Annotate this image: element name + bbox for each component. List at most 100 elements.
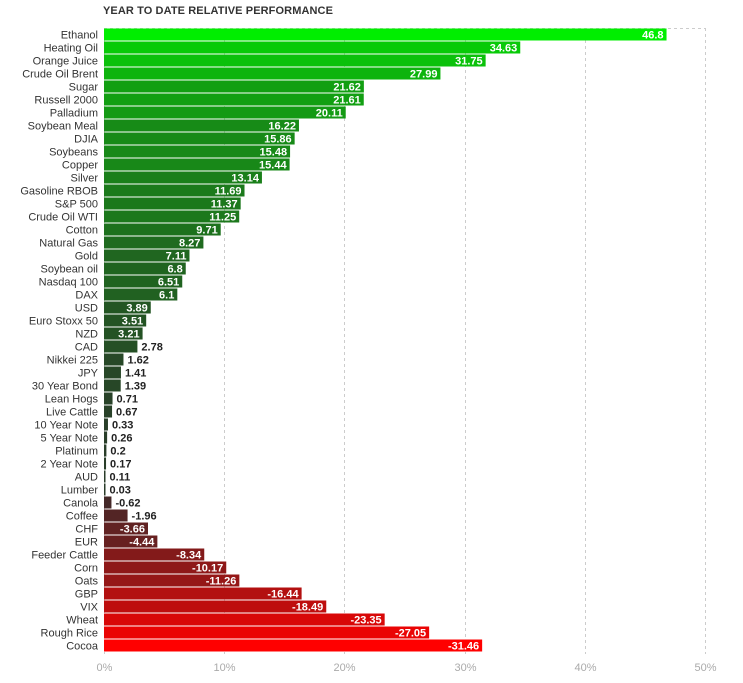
bar (104, 197, 241, 210)
category-label: Wheat (66, 615, 98, 627)
bar (104, 119, 299, 132)
bar (104, 210, 240, 223)
bar (104, 236, 204, 249)
bar (104, 483, 106, 496)
bar (104, 353, 124, 366)
data-label: -0.62 (115, 498, 140, 510)
category-label: Live Cattle (46, 407, 98, 419)
data-label: -4.44 (129, 537, 155, 549)
bar (104, 314, 147, 327)
category-label: AUD (75, 472, 98, 484)
data-label: 3.21 (118, 329, 139, 341)
category-label: Soybean Meal (28, 121, 98, 133)
bar (104, 262, 186, 275)
data-label: 34.63 (490, 43, 518, 55)
data-label: 3.51 (122, 316, 143, 328)
bar (104, 379, 121, 392)
data-label: 1.41 (125, 368, 146, 380)
category-label: Nasdaq 100 (39, 277, 98, 289)
data-label: 21.61 (333, 95, 361, 107)
data-label: -27.05 (395, 628, 426, 640)
data-label: 27.99 (410, 69, 438, 81)
bar (104, 93, 364, 106)
bar (104, 509, 128, 522)
bar (104, 54, 486, 67)
category-label: Natural Gas (39, 238, 98, 250)
bar (104, 561, 227, 574)
category-label: Russell 2000 (34, 95, 98, 107)
x-tick-label: 40% (574, 662, 596, 674)
x-tick-label: 50% (694, 662, 716, 674)
data-label: 0.11 (110, 472, 131, 484)
data-label: 0.71 (117, 394, 138, 406)
bar (104, 548, 205, 561)
bar (104, 67, 441, 80)
category-label: DAX (75, 290, 98, 302)
bar (104, 613, 385, 626)
data-label: -18.49 (292, 602, 323, 614)
data-label: -3.66 (120, 524, 145, 536)
bar (104, 327, 143, 340)
data-label: 7.11 (166, 251, 187, 263)
category-label: Ethanol (61, 30, 98, 42)
data-label: -10.17 (192, 563, 223, 575)
category-label: Orange Juice (33, 56, 98, 68)
category-label: CAD (75, 342, 98, 354)
category-label: Coffee (66, 511, 98, 523)
bar (104, 158, 290, 171)
category-label: 30 Year Bond (32, 381, 98, 393)
data-label: 3.89 (126, 303, 147, 315)
data-label: 11.37 (211, 199, 238, 211)
data-label: 20.11 (316, 108, 343, 120)
bar (104, 340, 138, 353)
bar (104, 470, 106, 483)
category-label: Soybean oil (41, 264, 99, 276)
bar (104, 366, 121, 379)
x-tick-label: 30% (454, 662, 476, 674)
data-label: -11.26 (206, 576, 237, 588)
x-tick-label: 20% (333, 662, 355, 674)
category-label: Nikkei 225 (47, 355, 98, 367)
chart-title: YEAR TO DATE RELATIVE PERFORMANCE (103, 5, 334, 17)
bar (104, 587, 302, 600)
bar (104, 431, 108, 444)
data-label: -23.35 (350, 615, 381, 627)
category-label: 2 Year Note (41, 459, 99, 471)
bar (104, 223, 221, 236)
data-label: -31.46 (448, 641, 479, 653)
category-label: GBP (75, 589, 98, 601)
category-label: Lean Hogs (45, 394, 99, 406)
bar (104, 80, 364, 93)
data-label: -8.34 (176, 550, 202, 562)
data-label: 21.62 (333, 82, 361, 94)
category-label: Oats (75, 576, 99, 588)
bar (104, 28, 667, 41)
bar (104, 600, 327, 613)
data-label: 0.67 (116, 407, 137, 419)
category-label: NZD (75, 329, 98, 341)
bar (104, 405, 113, 418)
category-label: Crude Oil Brent (22, 69, 98, 81)
category-label: USD (75, 303, 98, 315)
data-label: 9.71 (196, 225, 217, 237)
x-tick-label: 10% (213, 662, 235, 674)
data-label: 6.8 (167, 264, 182, 276)
category-label: Soybeans (49, 147, 98, 159)
category-label: Canola (63, 498, 99, 510)
bar (104, 106, 346, 119)
data-label: -16.44 (267, 589, 299, 601)
bar (104, 392, 113, 405)
data-label: 0.03 (110, 485, 131, 497)
category-label: Silver (70, 173, 98, 185)
data-label: 8.27 (179, 238, 200, 250)
bar (104, 418, 108, 431)
bar (104, 496, 112, 509)
bar (104, 249, 190, 262)
bar (104, 145, 291, 158)
category-label: Sugar (69, 82, 99, 94)
bar (104, 535, 158, 548)
data-label: 6.51 (158, 277, 179, 289)
bar (104, 626, 430, 639)
